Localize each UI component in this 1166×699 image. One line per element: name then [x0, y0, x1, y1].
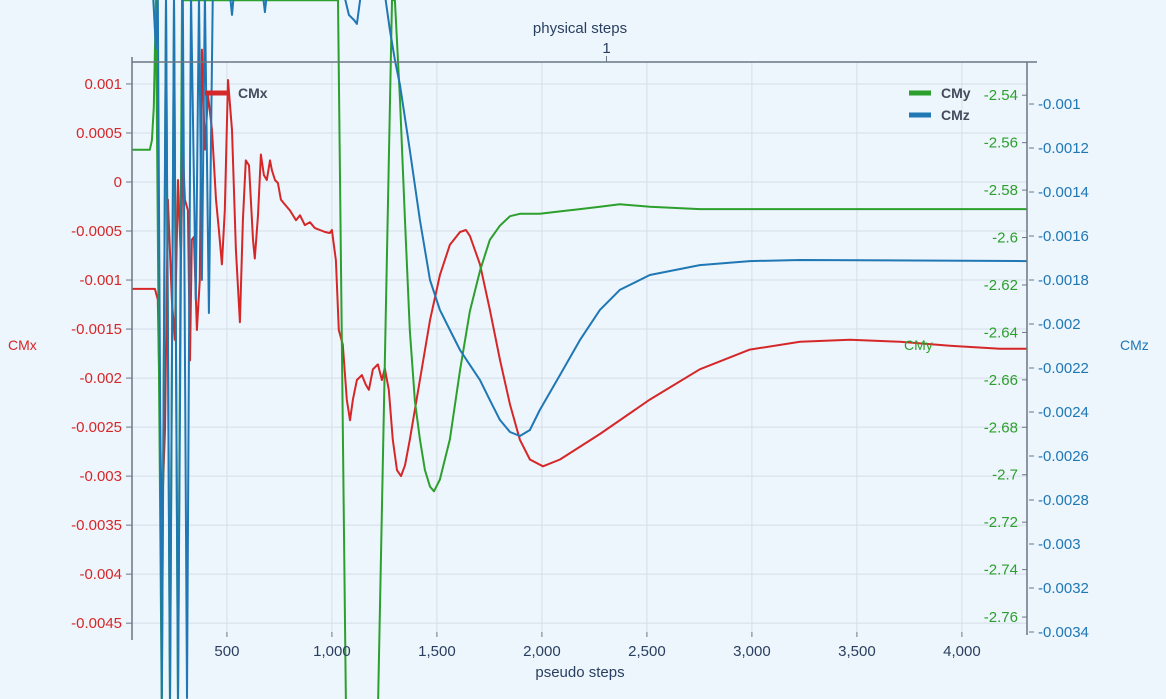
cmx-axis-title: CMx	[8, 337, 37, 353]
x2-tick-label: 1	[602, 40, 610, 57]
cmx-tick-label: -0.0035	[71, 517, 122, 534]
cmx-tick-label: -0.0005	[71, 223, 122, 240]
x2-axis-title: physical steps	[533, 20, 627, 37]
cmx-tick-label: -0.004	[79, 566, 122, 583]
legend-label-cmz: CMz	[941, 107, 970, 123]
legend-label-cmx: CMx	[238, 85, 268, 101]
series-line-cmy	[132, 0, 1027, 699]
legend-label-cmy: CMy	[941, 85, 971, 101]
x-tick-label: 3,500	[838, 643, 876, 660]
x-tick-label: 1,500	[418, 643, 456, 660]
series-line-cmz	[152, 0, 1028, 699]
cmz-tick-label: -0.001	[1038, 96, 1081, 113]
cmz-tick-label: -0.0026	[1038, 448, 1089, 465]
cmx-tick-label: 0.0005	[76, 125, 122, 142]
axes: 500 1,000 1,500 2,000 2,500 3,000 3,500 4,000 0.…	[71, 40, 1089, 660]
cmx-tick-label: -0.0015	[71, 321, 122, 338]
cmy-axis-title: CMy	[904, 337, 933, 353]
cmx-tick-label: -0.002	[79, 370, 122, 387]
cmx-tick-label: 0.001	[84, 76, 122, 93]
legend-cmz[interactable]: CMz	[909, 107, 970, 123]
x-tick-label: 3,000	[733, 643, 771, 660]
cmy-tick-label: -2.76	[984, 609, 1018, 626]
legend-cmy[interactable]: CMy	[909, 85, 971, 101]
x-tick-label: 4,000	[943, 643, 981, 660]
cmy-tick-label: -2.6	[992, 230, 1018, 247]
cmy-tick-label: -2.62	[984, 277, 1018, 294]
cmy-tick-label: -2.7	[992, 467, 1018, 484]
cmy-tick-label: -2.58	[984, 182, 1018, 199]
cmz-tick-label: -0.0034	[1038, 624, 1089, 641]
x-tick-label: 500	[214, 643, 239, 660]
cmz-tick-label: -0.0018	[1038, 272, 1089, 289]
cmx-tick-label: 0	[114, 174, 122, 191]
cmz-tick-label: -0.0012	[1038, 140, 1089, 157]
cmy-tick-label: -2.56	[984, 135, 1018, 152]
cmz-tick-label: -0.0014	[1038, 184, 1089, 201]
series-lines	[132, 0, 1028, 699]
cmy-tick-label: -2.64	[984, 324, 1018, 341]
cmz-tick-label: -0.0028	[1038, 492, 1089, 509]
cmx-tick-label: -0.001	[79, 272, 122, 289]
x-tick-label: 2,500	[628, 643, 666, 660]
cmz-tick-label: -0.0032	[1038, 580, 1089, 597]
cmz-tick-label: -0.003	[1038, 536, 1081, 553]
cmy-tick-label: -2.74	[984, 562, 1018, 579]
cmx-tick-label: -0.003	[79, 468, 122, 485]
cmx-tick-label: -0.0045	[71, 615, 122, 632]
cmz-tick-label: -0.0024	[1038, 404, 1089, 421]
x-tick-label: 1,000	[313, 643, 351, 660]
series-line-cmx	[132, 48, 1027, 520]
cmy-tick-label: -2.68	[984, 419, 1018, 436]
cmz-tick-label: -0.0016	[1038, 228, 1089, 245]
x-tick-label: 2,000	[523, 643, 561, 660]
legend-cmx[interactable]: CMx	[205, 85, 268, 101]
cmy-tick-label: -2.72	[984, 514, 1018, 531]
cmz-tick-label: -0.0022	[1038, 360, 1089, 377]
cmz-axis-title: CMz	[1120, 337, 1149, 353]
cmx-tick-label: -0.0025	[71, 419, 122, 436]
grid	[132, 62, 1027, 632]
cmz-tick-label: -0.002	[1038, 316, 1081, 333]
cmy-tick-label: -2.66	[984, 372, 1018, 389]
cmy-tick-label: -2.54	[984, 87, 1018, 104]
x-axis-title: pseudo steps	[535, 664, 624, 681]
